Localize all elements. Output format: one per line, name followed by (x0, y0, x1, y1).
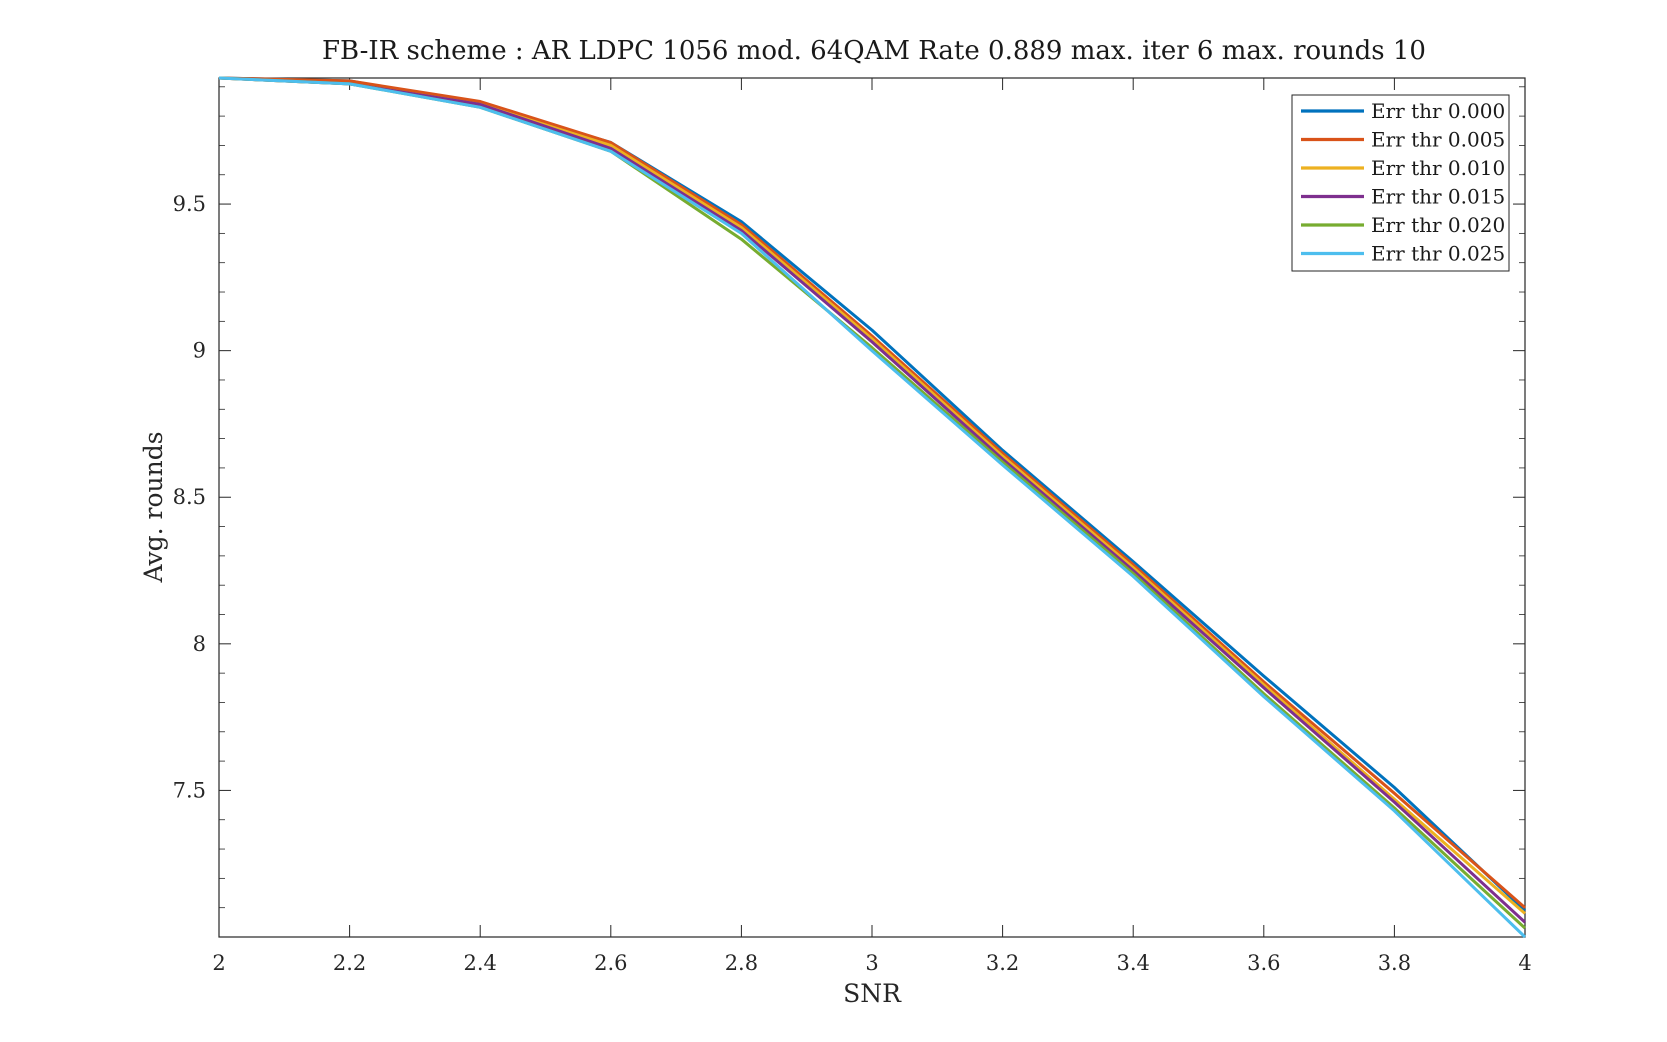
x-tick-label: 2.8 (725, 951, 758, 975)
series-line-1 (218, 76, 1526, 909)
legend-label-0: Err thr 0.000 (1371, 99, 1505, 123)
y-tick-label: 8.5 (173, 485, 206, 509)
y-axis-label: Avg. rounds (139, 431, 168, 583)
series-lines (218, 76, 1527, 939)
x-tick-label: 3.6 (1247, 951, 1280, 975)
series-line-5 (218, 76, 1527, 939)
legend-label-5: Err thr 0.025 (1371, 242, 1505, 266)
legend-box (1291, 94, 1510, 272)
x-ticks: 2 2.2 2.4 2.6 2.8 3 3.2 3.4 3.6 3.8 4 (212, 78, 1532, 975)
legend-label-3: Err thr 0.015 (1371, 185, 1505, 209)
x-tick-label: 2.4 (463, 951, 496, 975)
y-ticks: 7.5 8 8.5 9 9.5 (173, 86, 1525, 909)
x-tick-label: 3.8 (1378, 951, 1411, 975)
y-tick-label: 9.5 (173, 192, 206, 216)
x-tick-label: 3.2 (986, 951, 1019, 975)
legend: Err thr 0.000 Err thr 0.005 Err thr 0.010 E… (1291, 94, 1510, 272)
x-tick-label: 3 (865, 951, 878, 975)
y-tick-label: 8 (193, 632, 206, 656)
series-line-3 (218, 76, 1527, 924)
y-tick-label: 7.5 (173, 778, 206, 802)
legend-label-1: Err thr 0.005 (1371, 128, 1505, 152)
x-tick-label: 2 (212, 951, 225, 975)
legend-label-4: Err thr 0.020 (1371, 213, 1505, 237)
x-tick-label: 4 (1518, 951, 1531, 975)
x-tick-label: 2.6 (594, 951, 627, 975)
chart-title: FB-IR scheme : AR LDPC 1056 mod. 64QAM R… (322, 36, 1426, 66)
legend-label-2: Err thr 0.010 (1371, 156, 1505, 180)
y-tick-label: 9 (193, 339, 206, 363)
x-tick-label: 3.4 (1116, 951, 1149, 975)
x-axis-label: SNR (843, 979, 902, 1008)
x-tick-label: 2.2 (333, 951, 366, 975)
